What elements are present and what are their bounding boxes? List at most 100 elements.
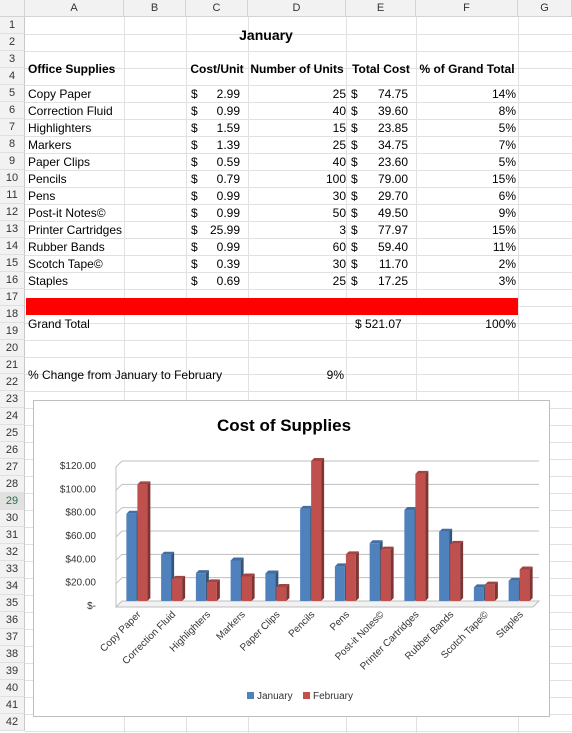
cost-unit-value[interactable]: 0.99 — [216, 189, 240, 203]
row-header-37[interactable]: 37 — [0, 629, 25, 646]
row-header-19[interactable]: 19 — [0, 323, 25, 340]
total-cost-value[interactable]: 29.70 — [377, 189, 408, 203]
cost-currency[interactable]: $ — [191, 223, 198, 237]
row-header-5[interactable]: 5 — [0, 85, 25, 102]
cost-currency[interactable]: $ — [191, 240, 198, 254]
sheet-title[interactable]: January — [239, 27, 293, 43]
cost-unit-value[interactable]: 25.99 — [209, 223, 240, 237]
row-header-13[interactable]: 13 — [0, 221, 25, 238]
cost-unit-value[interactable]: 0.69 — [216, 274, 240, 288]
cost-currency[interactable]: $ — [191, 274, 198, 288]
pct-value[interactable]: 9% — [498, 206, 516, 220]
total-currency[interactable]: $ — [351, 223, 358, 237]
grand-total-pct[interactable]: 100% — [485, 317, 516, 331]
total-cost-value[interactable]: 79.00 — [377, 172, 408, 186]
cost-currency[interactable]: $ — [191, 189, 198, 203]
total-currency[interactable]: $ — [351, 240, 358, 254]
pct-value[interactable]: 14% — [491, 87, 516, 101]
units-value[interactable]: 25 — [332, 274, 346, 288]
change-label[interactable]: % Change from January to February — [28, 368, 223, 382]
units-value[interactable]: 25 — [332, 138, 346, 152]
row-header-18[interactable]: 18 — [0, 306, 25, 323]
units-value[interactable]: 25 — [332, 87, 346, 101]
column-header-f[interactable]: F — [416, 0, 518, 17]
pct-value[interactable]: 7% — [498, 138, 516, 152]
column-header-a[interactable]: A — [25, 0, 124, 17]
row-header-15[interactable]: 15 — [0, 255, 25, 272]
row-header-41[interactable]: 41 — [0, 697, 25, 714]
row-header-28[interactable]: 28 — [0, 476, 25, 493]
row-header-31[interactable]: 31 — [0, 527, 25, 544]
total-currency[interactable]: $ — [351, 121, 358, 135]
row-header-29[interactable]: 29 — [0, 493, 25, 510]
row-header-40[interactable]: 40 — [0, 680, 25, 697]
select-all-corner[interactable] — [0, 0, 25, 17]
item-name[interactable]: Printer Cartridges — [28, 223, 123, 237]
row-header-32[interactable]: 32 — [0, 544, 25, 561]
cost-unit-value[interactable]: 1.59 — [216, 121, 240, 135]
total-cost-value[interactable]: 11.70 — [378, 257, 408, 271]
total-currency[interactable]: $ — [351, 274, 358, 288]
units-value[interactable]: 40 — [332, 104, 346, 118]
pct-value[interactable]: 5% — [498, 121, 516, 135]
row-header-14[interactable]: 14 — [0, 238, 25, 255]
cost-currency[interactable]: $ — [191, 138, 198, 152]
row-header-21[interactable]: 21 — [0, 357, 25, 374]
row-header-17[interactable]: 17 — [0, 289, 25, 306]
total-currency[interactable]: $ — [351, 172, 358, 186]
row-header-3[interactable]: 3 — [0, 51, 25, 68]
total-cost-value[interactable]: 23.60 — [377, 155, 408, 169]
row-header-34[interactable]: 34 — [0, 578, 25, 595]
highlight-row[interactable] — [26, 298, 518, 315]
column-header-e[interactable]: E — [346, 0, 416, 17]
pct-value[interactable]: 15% — [491, 223, 516, 237]
row-header-20[interactable]: 20 — [0, 340, 25, 357]
item-name[interactable]: Markers — [28, 138, 72, 152]
pct-value[interactable]: 8% — [498, 104, 516, 118]
total-currency[interactable]: $ — [351, 138, 358, 152]
row-header-11[interactable]: 11 — [0, 187, 25, 204]
item-name[interactable]: Rubber Bands — [28, 240, 105, 254]
pct-value[interactable]: 11% — [492, 240, 516, 254]
total-cost-value[interactable]: 59.40 — [377, 240, 408, 254]
row-header-36[interactable]: 36 — [0, 612, 25, 629]
cost-currency[interactable]: $ — [191, 206, 198, 220]
row-header-22[interactable]: 22 — [0, 374, 25, 391]
pct-value[interactable]: 6% — [498, 189, 516, 203]
total-cost-value[interactable]: 49.50 — [377, 206, 408, 220]
item-name[interactable]: Post-it Notes© — [28, 206, 106, 220]
header-pct-grand-total[interactable]: % of Grand Total — [419, 62, 515, 76]
units-value[interactable]: 3 — [339, 223, 346, 237]
row-header-8[interactable]: 8 — [0, 136, 25, 153]
row-header-9[interactable]: 9 — [0, 153, 25, 170]
cost-unit-value[interactable]: 0.99 — [216, 240, 240, 254]
row-header-7[interactable]: 7 — [0, 119, 25, 136]
column-header-c[interactable]: C — [186, 0, 248, 17]
item-name[interactable]: Correction Fluid — [28, 104, 113, 118]
total-cost-value[interactable]: 74.75 — [377, 87, 408, 101]
header-units[interactable]: Number of Units — [250, 62, 344, 76]
pct-value[interactable]: 3% — [498, 274, 516, 288]
column-header-g[interactable]: G — [518, 0, 572, 17]
change-value[interactable]: 9% — [326, 368, 344, 382]
total-currency[interactable]: $ — [351, 189, 358, 203]
cost-currency[interactable]: $ — [191, 121, 198, 135]
item-name[interactable]: Highlighters — [28, 121, 92, 135]
row-header-38[interactable]: 38 — [0, 646, 25, 663]
header-total-cost[interactable]: Total Cost — [352, 62, 410, 76]
row-header-35[interactable]: 35 — [0, 595, 25, 612]
item-name[interactable]: Pencils — [28, 172, 67, 186]
row-header-16[interactable]: 16 — [0, 272, 25, 289]
total-cost-value[interactable]: 23.85 — [377, 121, 408, 135]
row-header-27[interactable]: 27 — [0, 459, 25, 476]
row-header-2[interactable]: 2 — [0, 34, 25, 51]
units-value[interactable]: 100 — [325, 172, 346, 186]
total-cost-value[interactable]: 39.60 — [377, 104, 408, 118]
pct-value[interactable]: 2% — [498, 257, 516, 271]
cost-currency[interactable]: $ — [191, 87, 198, 101]
grand-total-label[interactable]: Grand Total — [28, 317, 90, 331]
row-header-6[interactable]: 6 — [0, 102, 25, 119]
total-currency[interactable]: $ — [351, 87, 358, 101]
cost-unit-value[interactable]: 2.99 — [216, 87, 240, 101]
cost-currency[interactable]: $ — [191, 172, 198, 186]
